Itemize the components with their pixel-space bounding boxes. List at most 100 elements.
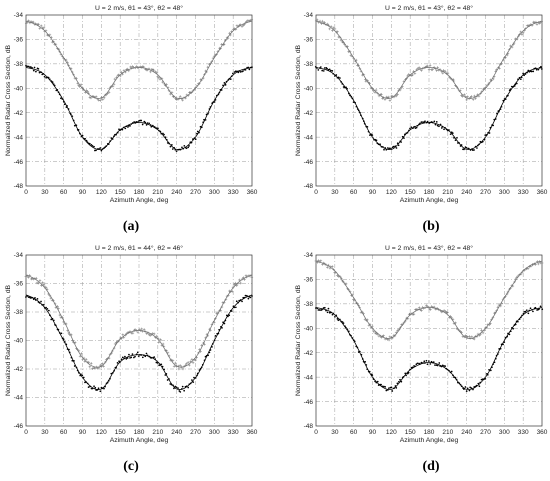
data-point — [509, 88, 512, 90]
plot-frame — [315, 254, 543, 427]
data-point — [219, 88, 222, 91]
data-point — [385, 389, 388, 392]
data-point — [359, 311, 363, 314]
data-point — [424, 120, 426, 123]
data-point — [113, 342, 117, 346]
data-point — [158, 364, 161, 367]
data-point — [216, 332, 218, 335]
data-point — [230, 310, 233, 312]
data-point — [525, 309, 528, 312]
data-point — [434, 364, 436, 366]
data-point — [123, 357, 125, 360]
data-point — [205, 354, 208, 357]
data-point — [528, 309, 531, 312]
data-point — [456, 328, 460, 331]
data-point — [507, 332, 509, 335]
data-point — [368, 323, 372, 326]
data-point — [30, 297, 32, 299]
data-point — [101, 362, 104, 366]
data-point — [105, 145, 108, 147]
data-point — [88, 365, 92, 369]
data-point — [126, 357, 129, 359]
data-point — [34, 299, 37, 301]
data-point — [366, 368, 369, 371]
data-point — [67, 331, 71, 335]
data-point — [213, 339, 216, 342]
data-point — [426, 120, 429, 123]
data-point — [536, 262, 540, 266]
y-tick-label: -38 — [304, 301, 314, 308]
data-point — [506, 290, 510, 294]
data-point — [49, 296, 53, 300]
data-point — [50, 80, 53, 83]
data-point — [353, 340, 356, 343]
data-point — [195, 356, 198, 360]
data-point — [458, 89, 462, 93]
data-point — [198, 131, 200, 134]
data-point — [420, 361, 423, 364]
data-point — [82, 356, 86, 360]
data-point — [161, 80, 164, 84]
data-point — [363, 120, 365, 123]
data-point — [162, 82, 166, 86]
data-point — [455, 378, 458, 381]
data-point — [194, 138, 197, 141]
x-tick-label: 180 — [424, 189, 435, 196]
data-point — [47, 34, 50, 37]
data-point — [481, 331, 485, 335]
data-point — [131, 331, 135, 335]
data-point — [128, 330, 132, 333]
data-point — [393, 334, 397, 338]
data-point — [355, 105, 358, 108]
data-point — [233, 306, 236, 309]
y-tick-label: -40 — [304, 85, 314, 92]
data-point — [493, 118, 496, 121]
data-point — [491, 366, 493, 369]
data-point — [236, 70, 238, 73]
data-point — [373, 91, 377, 94]
data-point — [486, 83, 490, 86]
data-point — [177, 367, 181, 371]
data-point — [517, 78, 519, 81]
data-point — [143, 330, 147, 333]
data-point — [42, 303, 45, 306]
caption-c: (c) — [101, 459, 161, 475]
data-point — [238, 70, 240, 72]
data-point — [73, 365, 76, 367]
data-point — [358, 350, 361, 353]
data-point — [392, 145, 395, 148]
data-point — [102, 364, 105, 368]
x-tick-label: 150 — [115, 429, 126, 436]
data-point — [343, 43, 346, 46]
data-point — [228, 289, 231, 293]
x-axis-label: Azimuth Angle, deg — [400, 437, 459, 444]
data-point — [244, 294, 247, 297]
series-line — [25, 20, 253, 99]
data-point — [121, 356, 124, 359]
y-tick-label: -38 — [304, 61, 314, 68]
caption-a-text: (a) — [122, 219, 140, 234]
data-point — [230, 290, 234, 293]
data-point — [323, 21, 326, 24]
data-point — [83, 360, 87, 363]
x-axis-label: Azimuth Angle, deg — [110, 197, 169, 204]
data-point — [436, 124, 439, 127]
data-point — [449, 314, 452, 318]
chart-svg: 0 30 60 90 120 150 180 210 240 270 300 330 360 -34 -36… — [295, 4, 548, 204]
data-point — [192, 381, 195, 383]
data-point — [201, 76, 205, 80]
data-point — [162, 345, 166, 348]
data-point — [79, 132, 81, 135]
data-point — [326, 67, 328, 70]
data-point — [532, 262, 536, 266]
data-point — [351, 293, 354, 297]
data-point — [225, 80, 228, 83]
data-point — [110, 137, 113, 139]
data-point — [352, 298, 355, 301]
data-point — [342, 41, 345, 44]
data-point — [396, 93, 399, 96]
y-tick-label: -42 — [304, 350, 314, 357]
data-point — [242, 70, 244, 72]
data-point — [77, 371, 80, 374]
data-point — [137, 355, 140, 358]
